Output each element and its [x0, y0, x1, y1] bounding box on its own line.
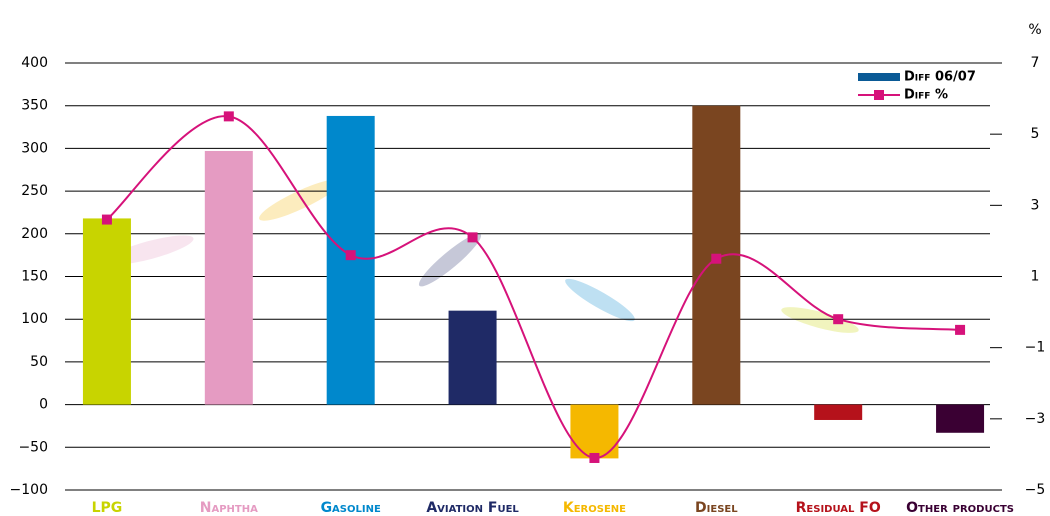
y2-tick-label: −5	[1025, 482, 1046, 498]
x-tick-label: LPG	[92, 500, 123, 516]
y-tick-label: 300	[21, 140, 48, 156]
x-tick-label: Residual FO	[796, 500, 881, 516]
y2-tick-label: 7	[1031, 55, 1040, 71]
marker	[833, 314, 844, 325]
legend-swatch	[858, 73, 900, 81]
y-tick-label: −50	[18, 439, 48, 455]
x-tick-label: Diesel	[695, 500, 738, 516]
bar	[82, 218, 131, 405]
legend-label: Diff 06/07	[904, 70, 976, 85]
bar	[814, 404, 863, 420]
x-tick-label: Gasoline	[321, 500, 381, 516]
marker	[711, 253, 722, 264]
y2-tick-label: 5	[1031, 126, 1040, 142]
x-tick-label: Aviation Fuel	[426, 500, 519, 516]
bar	[204, 150, 253, 405]
line	[106, 115, 961, 459]
y-tick-label: 150	[21, 269, 48, 285]
y-tick-label: 200	[21, 226, 48, 242]
marker	[467, 232, 478, 243]
y2-title: %	[1028, 22, 1041, 38]
y-tick-label: 400	[21, 55, 48, 71]
x-tick-label: Naphtha	[200, 500, 258, 516]
marker	[223, 111, 234, 122]
x-tick-label: Other products	[906, 500, 1014, 516]
bar	[326, 115, 375, 405]
y-tick-label: 100	[21, 311, 48, 327]
y-tick-label: −100	[10, 482, 48, 498]
y2-tick-label: 1	[1031, 269, 1040, 285]
x-tick-label: Kerosene	[563, 500, 626, 516]
y-tick-label: 0	[39, 397, 48, 413]
y2-tick-label: 3	[1031, 197, 1040, 213]
marker	[345, 250, 356, 261]
y-tick-label: 250	[21, 183, 48, 199]
marker	[101, 214, 112, 225]
marker	[589, 452, 600, 463]
legend-label: Diff %	[904, 88, 948, 103]
y2-tick-label: −1	[1025, 340, 1046, 356]
bar	[448, 310, 497, 405]
bar	[936, 404, 985, 433]
y-tick-label: 350	[21, 98, 48, 114]
y-tick-label: 50	[30, 354, 48, 370]
marker	[955, 324, 966, 335]
legend-swatch	[874, 90, 884, 100]
y2-tick-label: −3	[1025, 411, 1046, 427]
